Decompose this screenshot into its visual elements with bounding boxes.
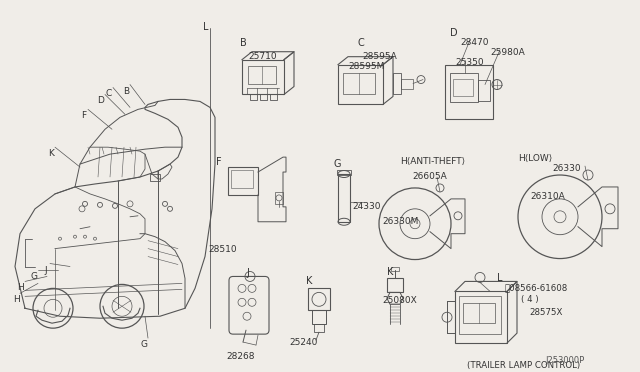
Text: J: J <box>45 266 47 275</box>
Bar <box>387 278 403 292</box>
Bar <box>343 73 375 94</box>
Text: B: B <box>240 38 247 48</box>
Text: 28595A: 28595A <box>362 52 397 61</box>
Text: 28595M: 28595M <box>348 62 385 71</box>
Text: 26330M: 26330M <box>382 217 419 226</box>
Text: 26310A: 26310A <box>530 192 564 201</box>
Text: C: C <box>106 90 112 99</box>
Text: C: C <box>358 38 365 48</box>
Bar <box>393 73 401 94</box>
Text: J: J <box>246 269 249 279</box>
Text: G: G <box>31 272 38 282</box>
Text: 25350: 25350 <box>455 58 484 67</box>
Text: J253000P: J253000P <box>545 356 584 365</box>
Text: 25240: 25240 <box>290 338 318 347</box>
Bar <box>459 296 501 334</box>
Text: 25080X: 25080X <box>382 296 417 305</box>
Text: D: D <box>450 28 458 38</box>
Bar <box>314 324 324 332</box>
Bar <box>453 78 473 96</box>
Text: H⟨LOW⟩: H⟨LOW⟩ <box>518 154 552 163</box>
Bar <box>231 170 253 188</box>
Text: H⟨ANTI-THEFT⟩: H⟨ANTI-THEFT⟩ <box>400 157 465 166</box>
Text: 28268: 28268 <box>227 352 255 361</box>
Bar <box>455 291 507 343</box>
Bar <box>338 65 383 105</box>
Bar <box>312 310 326 324</box>
Bar <box>248 65 276 84</box>
Bar <box>242 60 284 94</box>
Bar <box>463 303 495 323</box>
Text: L: L <box>497 273 502 283</box>
Text: K: K <box>387 266 394 276</box>
Bar <box>478 80 490 102</box>
Bar <box>250 94 257 100</box>
Bar <box>401 78 413 89</box>
Bar <box>450 73 478 102</box>
Text: 25980A: 25980A <box>490 48 525 57</box>
Bar <box>391 266 399 272</box>
Bar <box>308 288 330 310</box>
Bar <box>270 94 277 100</box>
Text: F: F <box>216 157 221 167</box>
Bar <box>275 192 283 204</box>
Text: 25710: 25710 <box>248 52 276 61</box>
Text: 28470: 28470 <box>460 38 488 47</box>
Text: H: H <box>18 283 24 292</box>
Bar <box>228 167 258 195</box>
Text: 24330: 24330 <box>352 202 381 211</box>
Text: Ⓝ08566-61608: Ⓝ08566-61608 <box>505 283 568 292</box>
Text: K: K <box>48 149 54 158</box>
Text: B: B <box>123 87 129 96</box>
Text: K: K <box>306 276 312 286</box>
Bar <box>260 94 267 100</box>
Text: 26330: 26330 <box>552 164 580 173</box>
Text: F: F <box>81 111 86 121</box>
Text: 28575X: 28575X <box>529 308 563 317</box>
Bar <box>150 174 160 181</box>
Bar <box>338 174 350 222</box>
Text: 28510: 28510 <box>209 245 237 254</box>
Text: ( 4 ): ( 4 ) <box>521 295 539 304</box>
Text: G: G <box>141 340 147 349</box>
Text: 26605A: 26605A <box>412 172 447 181</box>
Text: D: D <box>97 96 104 105</box>
Text: G: G <box>333 159 340 169</box>
Text: (TRAILER LAMP CONTROL): (TRAILER LAMP CONTROL) <box>467 361 580 370</box>
Text: H: H <box>13 295 19 304</box>
Bar <box>445 65 493 119</box>
Bar <box>337 170 351 175</box>
Text: L: L <box>204 22 209 32</box>
